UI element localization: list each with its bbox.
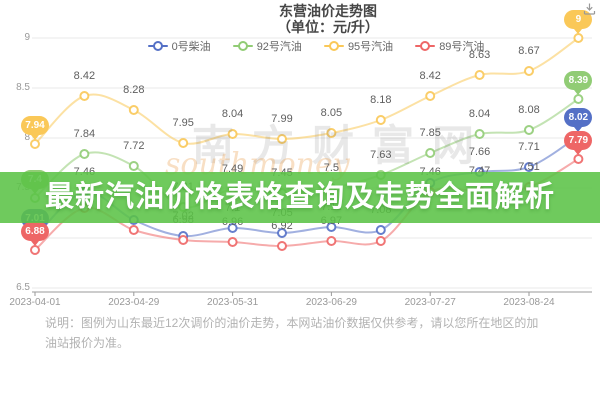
legend-item-0号柴油[interactable]: 0号柴油: [147, 38, 211, 54]
data-point-95号汽油-11[interactable]: [573, 33, 584, 43]
data-point-95号汽油-5[interactable]: [277, 134, 287, 144]
data-point-0号柴油-0[interactable]: [30, 232, 40, 242]
legend-circle: [420, 41, 431, 51]
data-point-92号汽油-1[interactable]: [79, 149, 90, 159]
data-point-89号汽油-3[interactable]: [178, 235, 189, 245]
legend-item-89号汽油[interactable]: 89号汽油: [415, 38, 484, 54]
legend-label: 95号汽油: [347, 41, 394, 53]
legend-marker-icon: [415, 41, 436, 51]
data-point-95号汽油-4[interactable]: [227, 129, 238, 139]
data-point-95号汽油-6[interactable]: [326, 128, 337, 138]
watermark-text: 南方财富网: [192, 122, 493, 169]
data-point-89号汽油-2[interactable]: [128, 225, 139, 235]
data-point-95号汽油-2[interactable]: [128, 105, 139, 115]
chart-title: 东营油价走势图: [279, 3, 377, 19]
promo-banner: 最新汽油价格表格查询及走势全面解析: [0, 172, 600, 223]
legend-marker-icon: [232, 41, 253, 51]
data-point-89号汽油-5[interactable]: [277, 241, 287, 251]
legend-label: 0号柴油: [171, 41, 211, 53]
data-point-95号汽油-0[interactable]: [30, 139, 40, 149]
data-point-89号汽油-0[interactable]: [30, 245, 40, 255]
data-point-0号柴油-6[interactable]: [326, 222, 337, 232]
download-icon[interactable]: [583, 2, 596, 20]
data-point-95号汽油-8[interactable]: [425, 91, 436, 101]
data-point-92号汽油-8[interactable]: [425, 148, 436, 158]
data-point-95号汽油-7[interactable]: [375, 115, 386, 125]
data-point-89号汽油-6[interactable]: [326, 236, 337, 246]
data-point-95号汽油-1[interactable]: [79, 91, 90, 101]
legend-item-92号汽油[interactable]: 92号汽油: [232, 38, 302, 54]
data-point-0号柴油-10[interactable]: [524, 162, 534, 172]
legend-marker-icon: [323, 41, 344, 51]
legend-circle: [328, 41, 339, 51]
legend-label: 92号汽油: [256, 41, 302, 53]
data-point-95号汽油-10[interactable]: [524, 66, 534, 76]
data-point-92号汽油-9[interactable]: [474, 129, 485, 139]
legend-label: 89号汽油: [439, 41, 485, 53]
data-point-92号汽油-11[interactable]: [573, 94, 584, 104]
data-point-0号柴油-11[interactable]: [573, 131, 584, 141]
data-point-89号汽油-4[interactable]: [227, 237, 238, 247]
data-point-92号汽油-2[interactable]: [128, 161, 139, 171]
data-point-0号柴油-7[interactable]: [375, 225, 386, 235]
chart-header: 东营油价走势图 （单位：元/升）: [0, 3, 600, 35]
chart-legend: 0号柴油 92号汽油 95号汽油 89号汽油: [0, 38, 600, 54]
data-point-89号汽油-7[interactable]: [375, 236, 386, 246]
legend-item-95号汽油[interactable]: 95号汽油: [323, 38, 394, 54]
data-point-0号柴油-5[interactable]: [277, 228, 287, 238]
disclaimer-note: 说明：图例为山东最近12次调价的油价走势，本网站油价数据仅供参考，请以您所在地区…: [45, 316, 539, 350]
legend-circle: [152, 41, 163, 51]
data-point-89号汽油-11[interactable]: [573, 154, 584, 164]
legend-circle: [237, 41, 248, 51]
promo-banner-title: 最新汽油价格表格查询及走势全面解析: [44, 181, 555, 213]
chart-subtitle: （单位：元/升）: [277, 19, 379, 35]
data-point-95号汽油-3[interactable]: [178, 138, 189, 148]
data-point-95号汽油-9[interactable]: [474, 70, 485, 80]
data-point-0号柴油-4[interactable]: [227, 223, 238, 233]
legend-marker-icon: [147, 41, 168, 51]
data-point-92号汽油-10[interactable]: [524, 125, 534, 135]
